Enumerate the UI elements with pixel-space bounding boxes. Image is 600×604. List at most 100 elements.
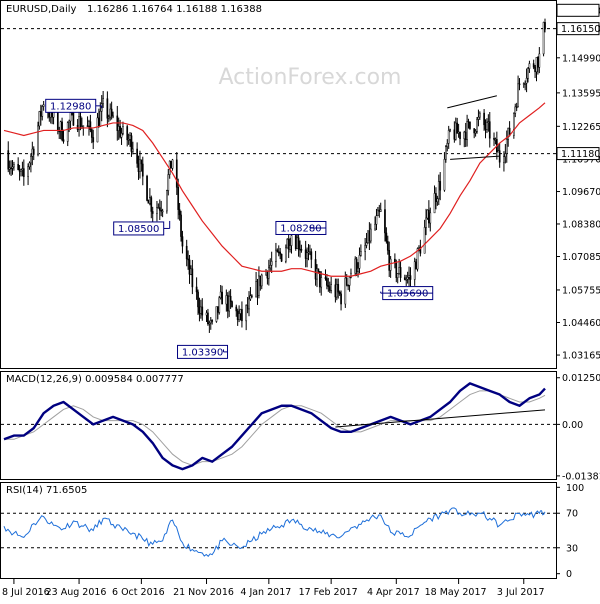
candle-body	[238, 313, 240, 320]
current-price-tag	[556, 3, 600, 17]
candle-body	[467, 121, 470, 123]
candle-186	[375, 208, 378, 231]
candle-110	[225, 289, 228, 312]
candle-body	[107, 116, 110, 119]
candle-body	[187, 258, 189, 261]
candle-body	[429, 212, 432, 224]
candle-body	[248, 298, 250, 310]
candle-199	[399, 261, 402, 282]
candle-body	[348, 277, 351, 286]
candle-body	[396, 273, 399, 278]
candle-35	[76, 119, 79, 133]
candle-191	[385, 227, 388, 244]
candle-11	[28, 161, 31, 170]
candle-body	[316, 268, 318, 280]
candle-182	[367, 230, 369, 244]
candle-265	[532, 59, 535, 70]
candle-204	[409, 267, 412, 290]
candle-body	[48, 112, 51, 118]
candle-155	[314, 250, 317, 286]
candle-body	[96, 117, 99, 143]
candle-body	[426, 209, 429, 219]
candle-body	[161, 210, 164, 213]
candle-body	[395, 261, 398, 278]
annotation-2: 1.03390	[177, 344, 229, 359]
candle-body	[276, 249, 279, 253]
candle-body	[217, 306, 219, 313]
candle-175	[354, 256, 357, 277]
candle-body	[307, 251, 310, 254]
candle-body	[544, 22, 546, 30]
candle-187	[377, 206, 379, 217]
candle-body	[92, 137, 95, 143]
candle-body	[249, 295, 252, 300]
candle-body	[37, 125, 39, 155]
candle-body	[17, 164, 20, 170]
candle-217	[436, 195, 439, 206]
candle-151	[306, 247, 308, 268]
candle-body	[205, 312, 208, 316]
candle-body	[130, 135, 133, 152]
candle-body	[483, 112, 485, 126]
candle-190	[384, 199, 386, 242]
price-y-label-2: 1.14990	[562, 53, 600, 64]
price-y-label-10: 1.04460	[562, 318, 600, 329]
candle-body	[250, 295, 253, 298]
candle-body	[326, 278, 328, 286]
candle-31	[68, 119, 70, 133]
candle-body	[209, 320, 212, 324]
candle-50	[106, 91, 109, 128]
candle-86	[177, 178, 180, 220]
candle-140	[284, 244, 287, 264]
price-y-label-7: 1.08380	[562, 219, 600, 230]
candle-body	[515, 106, 518, 109]
candle-body	[167, 174, 170, 191]
candle-body	[296, 237, 299, 249]
x-label-4: 4 Jan 2017	[240, 587, 291, 598]
candle-body	[226, 295, 229, 312]
candle-109	[221, 285, 223, 305]
candle-body	[56, 111, 59, 132]
candle-215	[433, 185, 436, 214]
candle-136	[276, 248, 279, 253]
candle-body	[479, 112, 481, 118]
candle-body	[344, 277, 347, 305]
candle-body	[542, 22, 545, 55]
candle-14	[32, 146, 35, 161]
macd-y-label-0: 0.012509	[562, 373, 600, 384]
candle-body	[99, 110, 102, 127]
candle-120	[245, 304, 248, 331]
rsi-panel-frame	[0, 482, 557, 579]
candle-213	[428, 200, 430, 228]
candle-body	[284, 247, 287, 262]
candle-0	[7, 141, 10, 173]
price-layer: 1.12980 1.08500 1.03390 1.08280 1.05690	[1, 18, 556, 359]
candle-body	[327, 285, 330, 287]
candle-115	[235, 304, 238, 317]
candle-body	[493, 137, 495, 140]
candle-body	[215, 306, 218, 322]
candle-81	[167, 168, 170, 196]
candle-88	[180, 210, 182, 242]
candle-245	[493, 132, 495, 146]
candle-body	[86, 125, 89, 127]
candle-body	[177, 187, 180, 210]
candle-49	[102, 91, 104, 108]
candle-body	[286, 239, 289, 249]
candle-body	[408, 275, 410, 278]
candle-body	[197, 291, 199, 308]
candle-134	[270, 251, 273, 274]
candle-77	[158, 199, 161, 221]
candle-body	[66, 122, 69, 142]
candle-242	[486, 118, 488, 134]
candle-106	[217, 306, 219, 320]
candle-body	[181, 236, 184, 247]
candle-body	[535, 57, 538, 73]
candle-body	[117, 126, 120, 131]
candle-body	[275, 249, 277, 262]
macd-title: MACD(12,26,9) 0.009584 0.007777	[6, 374, 184, 385]
candle-body	[504, 153, 507, 157]
candle-238	[477, 109, 480, 127]
candle-body	[384, 209, 386, 234]
candle-body	[151, 211, 154, 214]
